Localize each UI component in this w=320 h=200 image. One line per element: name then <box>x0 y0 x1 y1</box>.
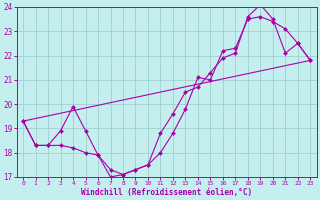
X-axis label: Windchill (Refroidissement éolien,°C): Windchill (Refroidissement éolien,°C) <box>81 188 252 197</box>
